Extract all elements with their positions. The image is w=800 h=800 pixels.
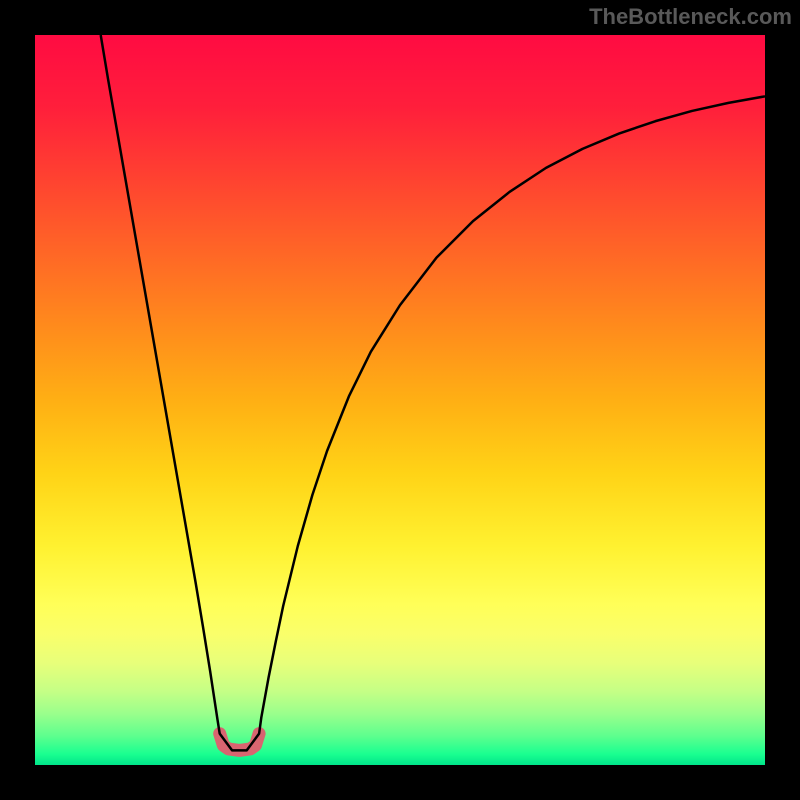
chart-background: [35, 35, 765, 765]
chart-plot-area: [35, 35, 765, 765]
watermark-text: TheBottleneck.com: [589, 4, 792, 30]
